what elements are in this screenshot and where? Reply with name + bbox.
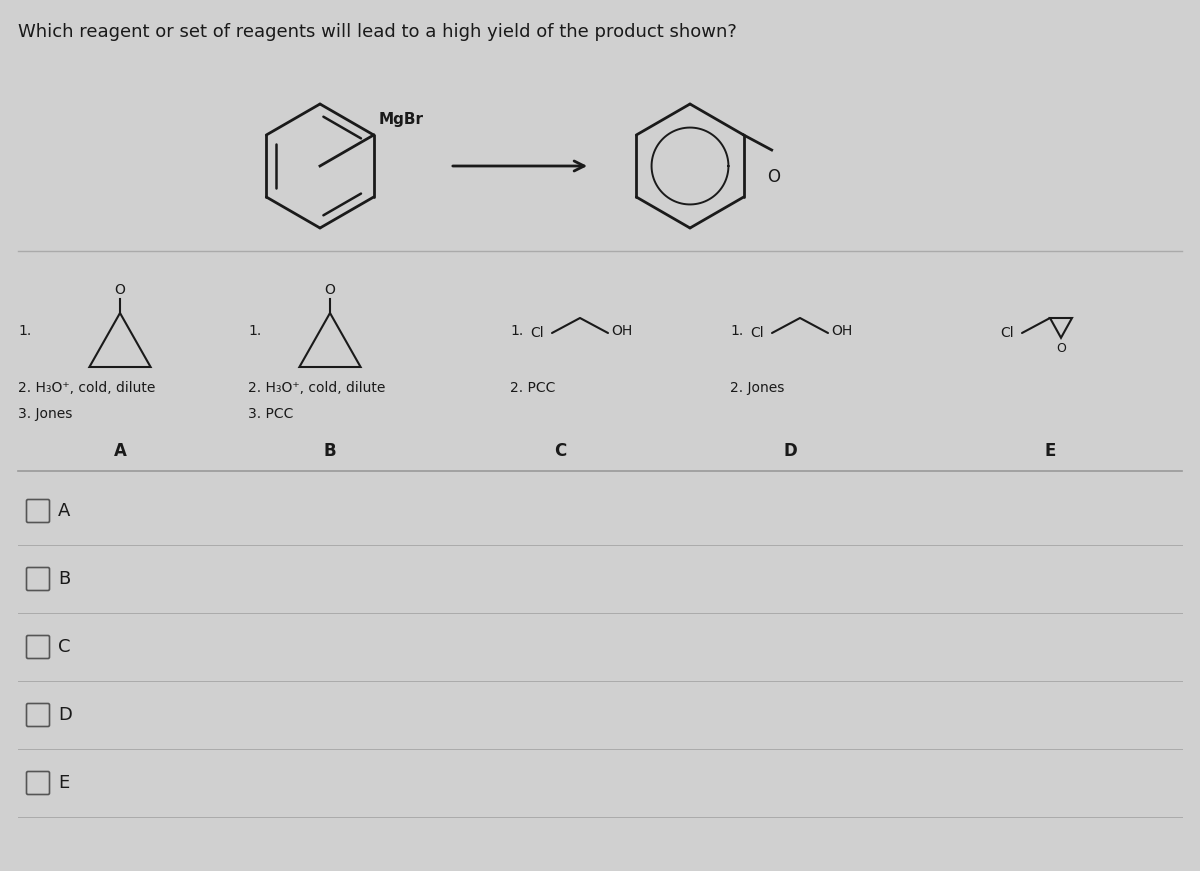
Text: 3. PCC: 3. PCC <box>248 407 293 421</box>
Text: Cl: Cl <box>530 326 544 340</box>
FancyBboxPatch shape <box>26 704 49 726</box>
Text: B: B <box>58 570 71 588</box>
Text: C: C <box>58 638 71 656</box>
Text: O: O <box>767 168 780 186</box>
Text: 1.: 1. <box>248 324 262 338</box>
Text: 2. H₃O⁺, cold, dilute: 2. H₃O⁺, cold, dilute <box>248 381 385 395</box>
Text: C: C <box>554 442 566 460</box>
Text: A: A <box>58 502 71 520</box>
Text: E: E <box>58 774 70 792</box>
FancyBboxPatch shape <box>26 772 49 794</box>
Text: D: D <box>784 442 797 460</box>
Text: D: D <box>58 706 72 724</box>
Text: 2. H₃O⁺, cold, dilute: 2. H₃O⁺, cold, dilute <box>18 381 155 395</box>
Text: 2. Jones: 2. Jones <box>730 381 785 395</box>
Text: O: O <box>114 283 126 297</box>
Text: Which reagent or set of reagents will lead to a high yield of the product shown?: Which reagent or set of reagents will le… <box>18 23 737 41</box>
Text: 1.: 1. <box>510 324 523 338</box>
Text: A: A <box>114 442 126 460</box>
Text: Cl: Cl <box>1000 326 1014 340</box>
Text: O: O <box>324 283 336 297</box>
Text: OH: OH <box>830 324 852 338</box>
Text: 3. Jones: 3. Jones <box>18 407 72 421</box>
Text: O: O <box>1056 341 1066 354</box>
Text: 1.: 1. <box>730 324 743 338</box>
Text: 1.: 1. <box>18 324 31 338</box>
Text: 2. PCC: 2. PCC <box>510 381 556 395</box>
FancyBboxPatch shape <box>26 499 49 523</box>
Text: B: B <box>324 442 336 460</box>
FancyBboxPatch shape <box>26 636 49 658</box>
Text: MgBr: MgBr <box>379 112 424 127</box>
FancyBboxPatch shape <box>26 568 49 591</box>
Text: Cl: Cl <box>750 326 763 340</box>
Text: E: E <box>1044 442 1056 460</box>
Text: OH: OH <box>611 324 632 338</box>
